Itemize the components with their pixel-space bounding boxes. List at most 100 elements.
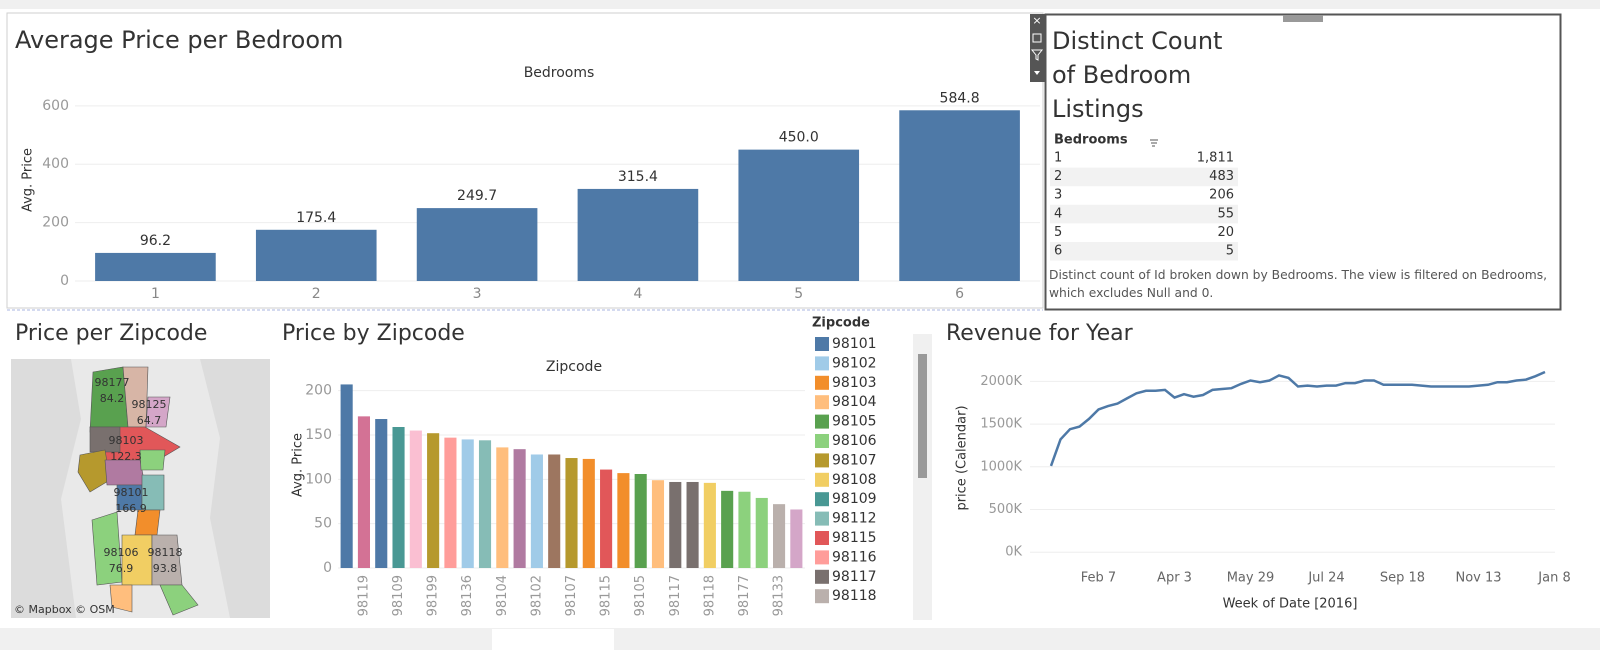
bar xyxy=(600,469,613,568)
y-tick-label: 0 xyxy=(60,273,69,289)
x-tick-label: 98109 xyxy=(391,575,406,616)
legend-label: 98108 xyxy=(832,472,877,488)
table-cell: 5 xyxy=(1226,244,1234,259)
bar xyxy=(95,252,216,281)
bar xyxy=(773,504,786,568)
legend-swatch xyxy=(815,356,829,371)
legend-swatch xyxy=(815,395,829,410)
table-cell: 6 xyxy=(1054,244,1062,259)
bar xyxy=(738,149,860,281)
bar xyxy=(617,473,630,568)
bar xyxy=(565,458,578,568)
x-tick-label: 3 xyxy=(473,286,482,302)
table-cell: 483 xyxy=(1209,169,1234,184)
y-tick-label: 600 xyxy=(42,98,69,114)
map-attribution: © Mapbox © OSM xyxy=(14,603,115,616)
legend-label: 98118 xyxy=(832,588,877,604)
legend-label: 98115 xyxy=(832,530,877,546)
grab-handle[interactable] xyxy=(1283,15,1323,22)
y-tick-label: 200 xyxy=(305,383,332,399)
row-band xyxy=(1050,242,1238,261)
legend-swatch xyxy=(815,414,829,429)
y-axis-label: Avg. Price xyxy=(21,148,36,212)
sort-icon[interactable] xyxy=(1150,139,1158,147)
bar xyxy=(461,439,474,568)
legend-swatch xyxy=(815,434,829,448)
bar xyxy=(416,208,538,281)
map-value-label: 93.8 xyxy=(153,562,178,575)
legend-swatch xyxy=(815,337,829,351)
x-tick-label: 98104 xyxy=(495,575,510,616)
map-title: Price per Zipcode xyxy=(15,321,207,346)
bar xyxy=(255,229,377,281)
x-tick-label: 1 xyxy=(151,286,160,302)
legend-label: 98102 xyxy=(832,355,877,371)
bar xyxy=(651,480,665,568)
legend-label: 98112 xyxy=(832,511,877,527)
map-region xyxy=(159,584,199,616)
legend-swatch xyxy=(815,550,829,565)
line-series xyxy=(1049,370,1546,467)
map-region xyxy=(151,534,183,586)
x-tick-label: 98133 xyxy=(772,575,787,616)
bar xyxy=(513,449,526,568)
chart-title: Average Price per Bedroom xyxy=(15,26,343,54)
table-title-box: Distinct Count of Bedroom Listings xyxy=(1052,27,1222,123)
x-tick-label: Jan 8 xyxy=(1537,571,1570,586)
y-tick-label: 400 xyxy=(42,156,69,172)
scroll-thumb[interactable] xyxy=(918,354,927,478)
y-tick-label: 1000K xyxy=(980,459,1022,474)
x-tick-label: 98105 xyxy=(633,575,648,616)
caption-box: Distinct count of Id broken down by Bedr… xyxy=(1049,268,1548,300)
y-tick-label: 1500K xyxy=(980,417,1022,432)
bar xyxy=(703,482,716,568)
tab-bar xyxy=(0,628,1600,650)
map-region xyxy=(121,534,153,586)
map-value-label: 166.9 xyxy=(115,502,147,515)
map-region xyxy=(89,426,121,453)
legend-label: 98105 xyxy=(832,414,877,430)
y-tick-label: 0 xyxy=(323,560,332,576)
map-value-label: 76.9 xyxy=(109,562,134,575)
bar xyxy=(357,416,370,568)
legend-swatch xyxy=(815,569,829,584)
map-zip-label: 98106 xyxy=(104,546,139,559)
table-caption: Distinct count of Id broken down by Bedr… xyxy=(1049,268,1548,300)
filter-icon[interactable] xyxy=(1030,49,1044,61)
open-icon[interactable] xyxy=(1032,33,1042,43)
legend-label: 98117 xyxy=(832,569,877,585)
close-icon[interactable]: × xyxy=(1032,14,1041,27)
table-cell: 5 xyxy=(1054,225,1062,240)
x-tick-label: 6 xyxy=(955,286,964,302)
bar xyxy=(721,490,734,568)
menu-icon[interactable] xyxy=(1034,71,1040,75)
y-tick-label: 100 xyxy=(305,471,332,487)
table-cell: 1 xyxy=(1054,151,1062,166)
map-value-label: 122.3 xyxy=(110,450,142,463)
active-tab[interactable] xyxy=(492,629,614,650)
legend-swatch xyxy=(815,531,829,545)
bar xyxy=(375,419,388,568)
legend-swatch xyxy=(815,472,829,487)
chart-title: Revenue for Year xyxy=(946,321,1134,346)
map-land xyxy=(200,359,270,618)
bar xyxy=(755,497,768,568)
bar xyxy=(392,427,405,568)
bar xyxy=(427,433,440,568)
top-strip xyxy=(0,0,1600,9)
data-label: 96.2 xyxy=(140,233,171,249)
legend-swatch xyxy=(815,492,829,507)
x-tick-label: 98115 xyxy=(599,575,614,616)
toolbar[interactable] xyxy=(1030,14,1045,82)
table-cell: 1,811 xyxy=(1197,151,1234,166)
table-cell: 20 xyxy=(1217,225,1234,240)
bar xyxy=(340,384,353,568)
x-axis-label: Week of Date [2016] xyxy=(1223,597,1358,612)
x-tick-label: 2 xyxy=(312,286,321,302)
x-tick-label: 98118 xyxy=(702,575,717,616)
x-tick-label: Jul 24 xyxy=(1307,571,1344,586)
legend-label: 98101 xyxy=(832,336,877,352)
legend-swatch xyxy=(815,511,829,526)
